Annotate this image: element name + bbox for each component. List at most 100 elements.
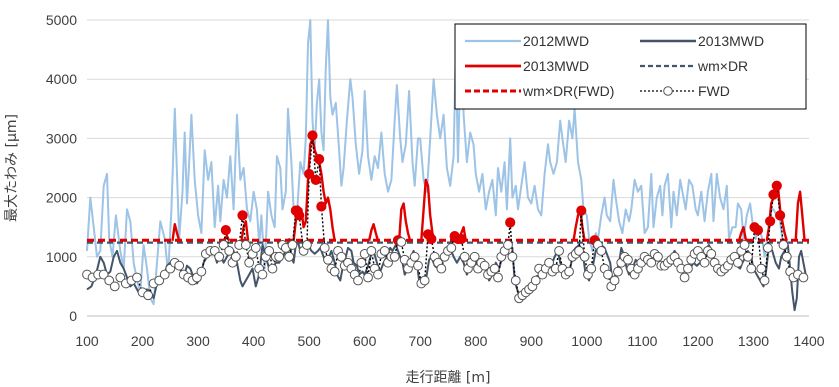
fwd-point — [743, 251, 753, 262]
legend-label-mwd2013-high: 2013MWD — [523, 58, 589, 74]
x-tick-label: 100 — [75, 333, 99, 349]
fwd-point-exceed — [505, 217, 516, 228]
fwd-point — [574, 245, 584, 256]
fwd-point — [143, 290, 153, 301]
y-tick-label: 4000 — [46, 71, 77, 87]
fwd-point — [763, 243, 773, 253]
x-axis-title: 走行距離 [m] — [405, 369, 490, 386]
fwd-point-exceed — [294, 210, 305, 221]
fwd-point — [493, 272, 503, 283]
fwd-point — [264, 245, 275, 256]
fwd-point — [250, 243, 261, 253]
legend-label-wm-dr: wm×DR — [697, 58, 748, 74]
fwd-point — [746, 263, 757, 274]
fwd-point — [419, 275, 430, 286]
fwd-point — [218, 240, 229, 250]
fwd-point — [596, 245, 607, 256]
fwd-point — [646, 257, 657, 268]
legend-label-mwd2013: 2013MWD — [698, 33, 764, 49]
fwd-point — [224, 245, 235, 256]
series-layer — [82, 19, 809, 312]
fwd-point — [469, 251, 480, 262]
fwd-point — [274, 251, 285, 262]
fwd-point-exceed — [775, 210, 786, 221]
fwd-point — [781, 251, 792, 262]
fwd-point — [244, 257, 255, 268]
fwd-point — [409, 251, 420, 262]
fwd-point-exceed — [304, 168, 315, 180]
fwd-point — [479, 260, 490, 271]
legend: 2012MWD 2013MWD 2013MWD wm×DR wm×DR(FWD) FWD — [454, 23, 807, 110]
fwd-point — [319, 243, 330, 253]
series-2013mwd-exceed-segment — [397, 202, 412, 242]
fwd-point — [159, 269, 170, 280]
fwd-point — [507, 251, 518, 262]
fwd-point — [98, 269, 109, 280]
fwd-point — [798, 272, 809, 283]
legend-marker-fwd — [663, 86, 673, 96]
fwd-point-exceed — [771, 180, 782, 191]
series-2013mwd-exceed-segment — [737, 226, 749, 242]
fwd-point — [739, 240, 750, 250]
fwd-point — [363, 272, 373, 283]
fwd-point — [653, 251, 663, 262]
fwd-point — [530, 275, 541, 286]
series-2013mwd-exceed-segment — [794, 190, 806, 241]
fwd-point — [267, 263, 278, 274]
fwd-point — [230, 251, 241, 262]
fwd-point — [329, 266, 340, 277]
fwd-point-exceed — [768, 189, 779, 200]
legend-label-wm-dr-fwd: wm×DR(FWD) — [522, 83, 614, 99]
fwd-point — [623, 254, 633, 265]
fwd-point — [579, 251, 590, 262]
fwd-point — [104, 275, 115, 286]
fwd-point-exceed — [314, 154, 325, 165]
fwd-point — [778, 240, 789, 250]
x-tick-label: 1100 — [627, 333, 657, 349]
fwd-point-exceed — [307, 130, 318, 141]
fwd-point — [564, 266, 574, 277]
y-tick-label: 5000 — [46, 12, 77, 28]
x-tick-label: 600 — [353, 333, 377, 349]
series-2013mwd-exceed-segment — [292, 137, 336, 241]
fwd-point-exceed — [220, 225, 231, 236]
fwd-point — [109, 281, 120, 292]
fwd-point — [459, 251, 470, 262]
fwd-point — [336, 251, 347, 262]
series-2013mwd-exceed-segment — [240, 220, 250, 241]
series-2012mwd-line — [86, 19, 788, 306]
fwd-point — [544, 257, 554, 268]
fwd-point — [257, 269, 268, 280]
axes: 0 1000 2000 3000 4000 5000 100 200 300 400 500 600 7… — [46, 12, 825, 349]
fwd-point — [554, 245, 564, 256]
fwd-point — [413, 260, 423, 271]
x-tick-label: 1300 — [738, 333, 769, 349]
x-tick-label: 1000 — [571, 333, 602, 349]
fwd-point — [366, 245, 377, 256]
fwd-point — [683, 263, 693, 274]
fwd-point — [613, 266, 623, 277]
fwd-point — [174, 260, 185, 271]
fwd-point-exceed — [316, 201, 327, 212]
fwd-point — [302, 240, 312, 250]
x-tick-label: 1400 — [793, 333, 824, 349]
fwd-point — [240, 240, 251, 250]
y-axis-title: 最大たわみ [μm] — [4, 114, 20, 222]
y-tick-label: 0 — [69, 308, 77, 324]
fwd-point — [436, 263, 447, 274]
fwd-point-exceed — [456, 233, 467, 245]
fwd-point — [389, 251, 400, 262]
fwd-point — [699, 257, 710, 268]
legend-label-mwd2012: 2012MWD — [523, 33, 589, 49]
x-tick-label: 800 — [464, 333, 488, 349]
fwd-point — [396, 237, 407, 247]
fwd-point-exceed — [237, 210, 248, 221]
fwd-point — [706, 248, 717, 259]
x-tick-label: 400 — [242, 333, 266, 349]
fwd-point — [503, 240, 513, 250]
fwd-point — [132, 272, 142, 283]
fwd-point — [679, 272, 690, 283]
fwd-point — [759, 275, 770, 286]
fwd-point-exceed — [310, 174, 321, 185]
